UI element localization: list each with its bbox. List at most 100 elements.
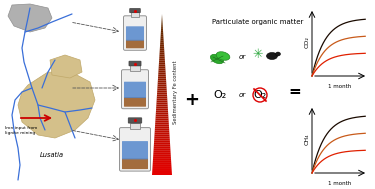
Ellipse shape (216, 52, 230, 60)
Text: 1 month: 1 month (328, 181, 352, 186)
FancyBboxPatch shape (120, 128, 150, 171)
Ellipse shape (210, 54, 224, 64)
Text: O₂: O₂ (254, 90, 267, 100)
Polygon shape (154, 137, 170, 139)
Text: Lusatia: Lusatia (40, 152, 64, 158)
Polygon shape (160, 36, 164, 38)
Polygon shape (50, 55, 82, 78)
Polygon shape (155, 125, 169, 127)
Polygon shape (159, 52, 165, 54)
Polygon shape (158, 80, 166, 82)
Polygon shape (158, 76, 166, 78)
Polygon shape (157, 97, 167, 98)
Polygon shape (155, 119, 169, 121)
Polygon shape (161, 30, 163, 32)
Ellipse shape (267, 53, 278, 60)
Polygon shape (156, 111, 168, 113)
Text: 1 month: 1 month (328, 84, 352, 89)
Polygon shape (161, 24, 163, 26)
Text: CO₂: CO₂ (304, 36, 309, 48)
Polygon shape (153, 161, 171, 163)
Polygon shape (154, 135, 170, 137)
Polygon shape (154, 141, 170, 143)
FancyBboxPatch shape (128, 118, 142, 123)
Text: Iron input from
lignite mining: Iron input from lignite mining (5, 126, 37, 135)
Polygon shape (155, 121, 169, 123)
Polygon shape (154, 133, 170, 135)
Polygon shape (154, 131, 170, 133)
Polygon shape (130, 65, 140, 71)
Polygon shape (161, 22, 163, 24)
Polygon shape (155, 123, 169, 125)
Polygon shape (160, 42, 164, 44)
FancyBboxPatch shape (122, 70, 148, 109)
Polygon shape (159, 68, 165, 70)
Polygon shape (156, 117, 168, 119)
Polygon shape (159, 62, 165, 64)
Polygon shape (155, 129, 169, 131)
Polygon shape (157, 91, 167, 92)
Text: +: + (184, 91, 200, 109)
Polygon shape (160, 46, 164, 48)
Polygon shape (161, 26, 163, 28)
Polygon shape (155, 127, 169, 129)
Text: or: or (238, 92, 246, 98)
Polygon shape (159, 64, 165, 66)
Text: ✳: ✳ (253, 49, 263, 61)
Polygon shape (154, 147, 170, 149)
Polygon shape (158, 84, 166, 86)
Text: Particulate organic matter: Particulate organic matter (212, 19, 304, 25)
Polygon shape (156, 115, 168, 117)
Polygon shape (156, 105, 168, 107)
Polygon shape (153, 153, 171, 155)
Polygon shape (161, 28, 163, 30)
Polygon shape (158, 72, 166, 74)
FancyBboxPatch shape (126, 40, 144, 48)
Text: or: or (238, 54, 246, 60)
Polygon shape (152, 167, 172, 169)
Polygon shape (159, 58, 165, 60)
Polygon shape (152, 173, 172, 175)
Polygon shape (160, 38, 164, 40)
FancyBboxPatch shape (126, 26, 144, 41)
FancyBboxPatch shape (122, 158, 148, 169)
Polygon shape (158, 86, 166, 88)
Polygon shape (153, 159, 171, 161)
Polygon shape (8, 4, 52, 32)
Polygon shape (18, 72, 95, 138)
Ellipse shape (276, 52, 280, 56)
Polygon shape (153, 163, 171, 165)
Text: =: = (289, 84, 302, 99)
Polygon shape (161, 32, 163, 34)
Polygon shape (160, 40, 164, 42)
Polygon shape (157, 98, 167, 101)
Polygon shape (158, 70, 166, 72)
Polygon shape (152, 169, 172, 171)
Polygon shape (156, 103, 168, 105)
Polygon shape (159, 66, 165, 68)
Text: CH₄: CH₄ (304, 133, 309, 145)
Polygon shape (157, 88, 167, 91)
Polygon shape (153, 149, 171, 151)
FancyBboxPatch shape (129, 61, 141, 66)
Polygon shape (152, 171, 172, 173)
Polygon shape (156, 101, 168, 103)
Polygon shape (159, 56, 165, 58)
Polygon shape (154, 145, 170, 147)
Polygon shape (160, 34, 164, 36)
Polygon shape (153, 155, 171, 157)
Polygon shape (154, 139, 170, 141)
FancyBboxPatch shape (122, 141, 148, 159)
Text: Sedimentary Fe content: Sedimentary Fe content (174, 60, 178, 124)
Polygon shape (156, 107, 168, 109)
Polygon shape (156, 109, 168, 111)
Polygon shape (157, 92, 167, 94)
Polygon shape (153, 157, 171, 159)
Polygon shape (130, 123, 140, 129)
FancyBboxPatch shape (123, 16, 147, 50)
Polygon shape (158, 78, 166, 80)
Polygon shape (153, 165, 171, 167)
FancyBboxPatch shape (130, 8, 140, 13)
Polygon shape (154, 143, 170, 145)
Polygon shape (159, 54, 165, 56)
